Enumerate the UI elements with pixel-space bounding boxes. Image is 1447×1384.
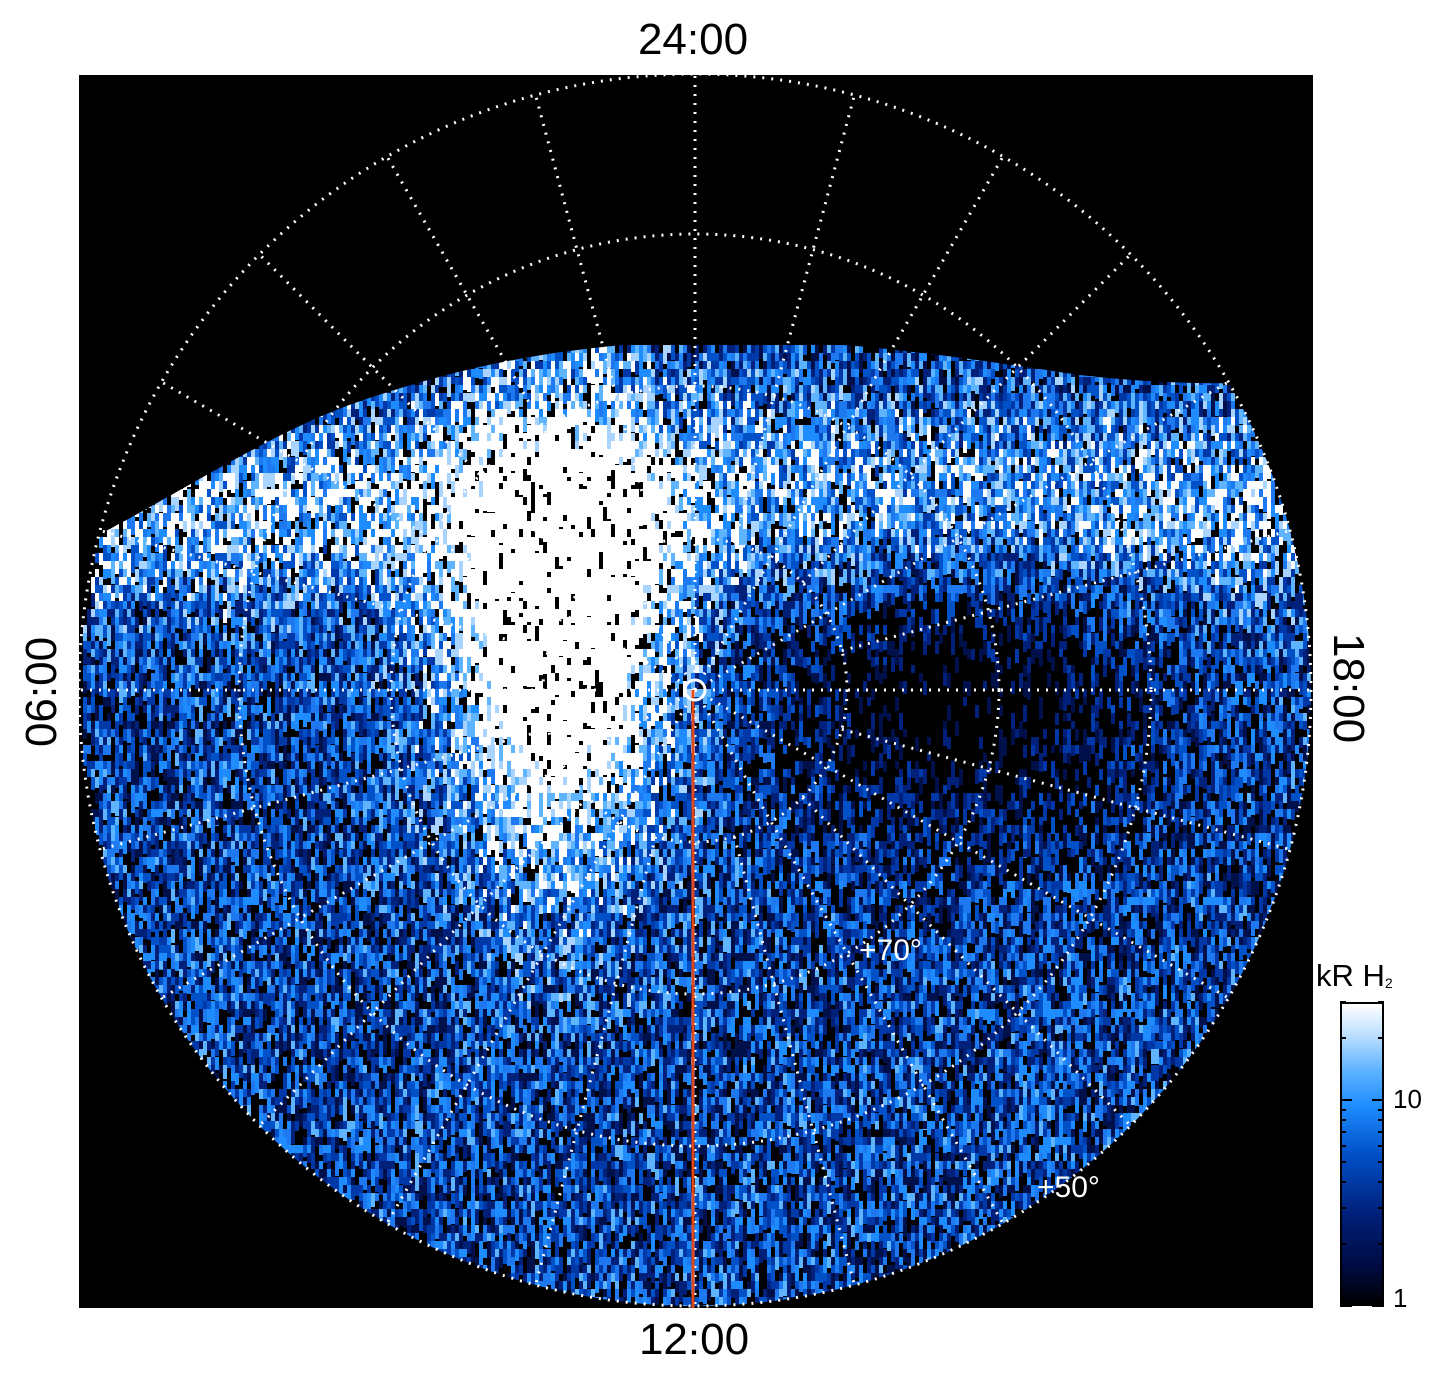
colorbar-title: kR H2: [1316, 958, 1393, 994]
colorbar-tick: [1340, 1144, 1346, 1147]
colorbar-tick: [1340, 1206, 1346, 1209]
colorbar-tick: [1378, 1181, 1384, 1184]
colorbar-tick: [1378, 1243, 1384, 1246]
latitude-label-50: +50°: [1037, 1171, 1100, 1204]
pole-marker: [683, 678, 707, 702]
colorbar-tick: [1340, 1119, 1346, 1122]
local-time-label-06: 06:00: [17, 637, 66, 747]
local-time-label-24: 24:00: [638, 18, 748, 62]
colorbar-tick: [1340, 1108, 1346, 1111]
colorbar-tick: [1372, 1305, 1384, 1307]
colorbar-tick: [1378, 1001, 1384, 1003]
colorbar-tick: [1340, 1037, 1346, 1040]
colorbar-tick: [1378, 1161, 1384, 1164]
colorbar-tick: [1378, 1037, 1384, 1040]
colorbar-tick: [1340, 1305, 1352, 1307]
colorbar-tick-label-10: 10: [1393, 1086, 1422, 1112]
lat-lon-grid: [79, 75, 1313, 1308]
colorbar-tick: [1340, 1181, 1346, 1184]
colorbar-tick: [1378, 1206, 1384, 1209]
colorbar: [1340, 1002, 1384, 1306]
colorbar-tick: [1372, 1099, 1384, 1102]
colorbar-tick: [1340, 1001, 1346, 1003]
colorbar-tick: [1340, 1161, 1346, 1164]
local-time-label-12: 12:00: [639, 1318, 749, 1362]
colorbar-tick: [1378, 1131, 1384, 1134]
colorbar-tick: [1378, 1108, 1384, 1111]
polar-map-svg: +70° +50°: [79, 75, 1313, 1308]
latitude-label-70: +70°: [859, 934, 922, 967]
colorbar-tick: [1340, 1131, 1346, 1134]
colorbar-tick: [1378, 1119, 1384, 1122]
colorbar-tick: [1340, 1099, 1352, 1102]
colorbar-tick: [1378, 1144, 1384, 1147]
local-time-label-18: 18:00: [1324, 633, 1373, 743]
polar-projection-map: +70° +50°: [79, 75, 1313, 1308]
colorbar-tick-label-1: 1: [1393, 1285, 1407, 1311]
emission-layer: [83, 345, 1311, 1306]
colorbar-tick: [1340, 1243, 1346, 1246]
